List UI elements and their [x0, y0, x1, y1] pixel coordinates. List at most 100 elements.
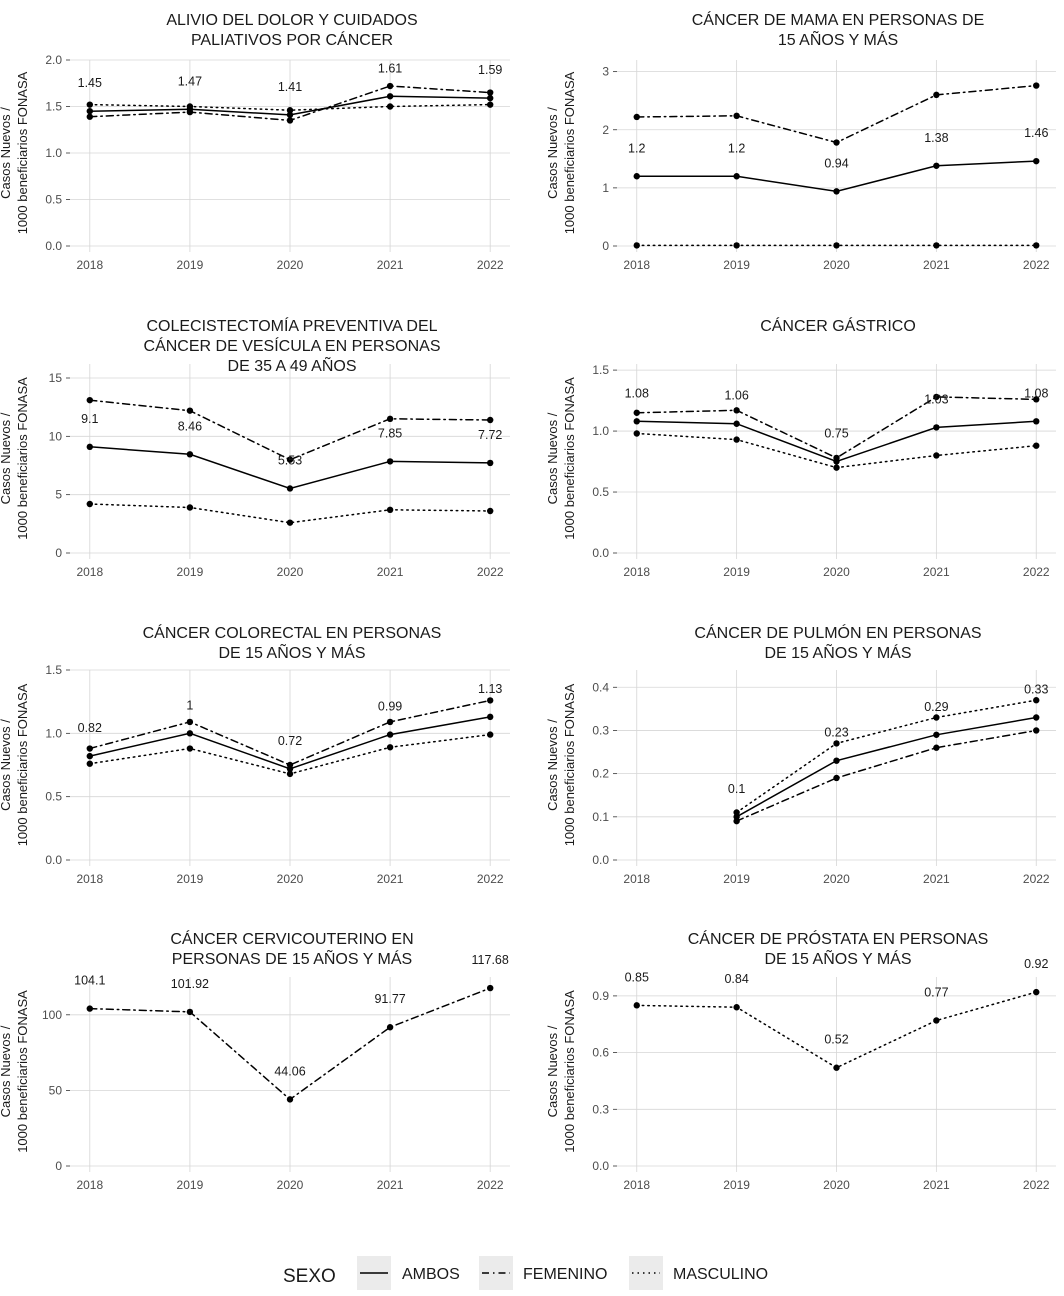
data-label: 5.53 — [278, 453, 302, 467]
data-label: 1.08 — [1024, 386, 1048, 400]
data-point-ambos — [633, 173, 640, 180]
y-tick-label: 1.5 — [592, 363, 609, 377]
x-tick-label: 2018 — [623, 1178, 650, 1192]
data-label: 8.46 — [178, 419, 202, 433]
y-tick-label: 0.5 — [592, 485, 609, 499]
data-point-femenino — [487, 697, 494, 704]
data-point-masculino — [487, 507, 494, 515]
y-tick-label: 2 — [602, 123, 609, 137]
data-point-femenino — [833, 139, 840, 146]
data-point-femenino — [933, 91, 940, 99]
y-axis-label-line: 1000 beneficiarios FONASA — [15, 377, 30, 540]
data-point-ambos — [286, 485, 294, 492]
data-point-femenino — [733, 112, 740, 120]
data-point-femenino — [633, 409, 640, 416]
data-label: 0.94 — [824, 156, 848, 170]
x-tick-label: 2019 — [177, 565, 204, 579]
y-tick-label: 3 — [602, 65, 609, 79]
y-tick-label: 1.0 — [45, 726, 62, 740]
x-tick-label: 2021 — [923, 258, 950, 272]
data-point-masculino — [186, 504, 194, 511]
data-point-femenino — [833, 454, 840, 462]
chart-title-line: CÁNCER DE MAMA EN PERSONAS DE — [692, 10, 985, 29]
y-tick-label: 0.0 — [592, 853, 609, 867]
x-tick-label: 2020 — [823, 565, 850, 579]
data-point-masculino — [833, 1064, 840, 1071]
y-tick-label: 0 — [55, 1159, 62, 1173]
data-point-ambos — [487, 713, 494, 721]
data-point-masculino — [733, 809, 740, 816]
x-tick-label: 2021 — [377, 872, 404, 886]
data-point-ambos — [186, 451, 194, 458]
data-label: 0.75 — [824, 427, 848, 441]
y-axis-label-line: Casos Nuevos / — [0, 412, 13, 504]
data-point-femenino — [733, 817, 740, 825]
data-point-femenino — [186, 1008, 194, 1016]
x-tick-label: 2021 — [377, 565, 404, 579]
data-point-masculino — [86, 760, 94, 767]
y-axis-label-line: 1000 beneficiarios FONASA — [562, 377, 577, 540]
y-axis-label-line: Casos Nuevos / — [0, 107, 13, 199]
y-axis-label-line: Casos Nuevos / — [0, 719, 13, 811]
data-point-ambos — [733, 173, 740, 180]
x-tick-label: 2020 — [277, 258, 304, 272]
x-tick-label: 2022 — [477, 872, 504, 886]
x-tick-label: 2020 — [823, 1178, 850, 1192]
y-axis-label-line: Casos Nuevos / — [0, 1025, 13, 1117]
x-tick-label: 2019 — [177, 872, 204, 886]
data-point-ambos — [1033, 714, 1040, 721]
data-point-ambos — [386, 93, 394, 100]
data-point-ambos — [86, 443, 94, 451]
y-axis-label-line: 1000 beneficiarios FONASA — [562, 990, 577, 1153]
data-label: 9.1 — [81, 412, 98, 426]
data-point-masculino — [933, 452, 940, 459]
data-point-masculino — [86, 500, 94, 508]
data-point-ambos — [487, 94, 494, 102]
y-tick-label: 50 — [49, 1083, 63, 1097]
y-axis-label-line: 1000 beneficiarios FONASA — [15, 71, 30, 234]
data-point-ambos — [186, 730, 194, 737]
data-point-femenino — [186, 108, 194, 116]
data-label: 0.52 — [824, 1033, 848, 1047]
chart-panel-4: CÁNCER GÁSTRICO Casos Nuevos /1000 benefi… — [545, 316, 1056, 579]
y-tick-label: 0.0 — [45, 853, 62, 867]
data-point-femenino — [1033, 727, 1040, 734]
data-label: 0.1 — [728, 782, 745, 796]
data-point-ambos — [286, 111, 294, 119]
chart-title-line: CÁNCER DE VESÍCULA EN PERSONAS — [144, 336, 441, 355]
legend-item-masculino: MASCULINO — [629, 1256, 768, 1290]
y-tick-label: 0.3 — [592, 723, 609, 737]
legend-label: FEMENINO — [523, 1266, 607, 1283]
y-tick-label: 0 — [55, 546, 62, 560]
series-line-masculino — [89, 503, 491, 524]
chart-title-line: CÁNCER DE PRÓSTATA EN PERSONAS — [688, 929, 989, 948]
data-point-ambos — [933, 424, 940, 431]
data-point-ambos — [86, 752, 94, 760]
data-point-femenino — [186, 718, 194, 726]
chart-title-line: PERSONAS DE 15 AÑOS Y MÁS — [172, 948, 412, 968]
x-tick-label: 2022 — [477, 258, 504, 272]
data-point-ambos — [386, 458, 394, 465]
data-point-ambos — [833, 188, 840, 195]
series-line-femenino — [89, 399, 491, 461]
y-tick-label: 2.0 — [45, 53, 62, 67]
data-label: 0.77 — [924, 985, 948, 999]
y-tick-label: 1.5 — [45, 100, 62, 114]
data-point-femenino — [86, 396, 94, 404]
data-point-ambos — [487, 459, 494, 467]
x-tick-label: 2018 — [76, 258, 103, 272]
chart-title-line: CÁNCER GÁSTRICO — [760, 316, 916, 335]
y-tick-label: 5 — [55, 488, 62, 502]
data-point-masculino — [833, 740, 840, 747]
chart-title-line: DE 15 AÑOS Y MÁS — [218, 642, 365, 662]
data-point-femenino — [186, 407, 194, 414]
x-tick-label: 2020 — [277, 565, 304, 579]
x-tick-label: 2022 — [1023, 872, 1050, 886]
data-point-femenino — [1033, 396, 1040, 403]
y-tick-label: 1.0 — [592, 424, 609, 438]
y-axis-label-line: 1000 beneficiarios FONASA — [562, 683, 577, 846]
data-point-femenino — [1033, 82, 1040, 89]
y-tick-label: 100 — [42, 1008, 62, 1022]
